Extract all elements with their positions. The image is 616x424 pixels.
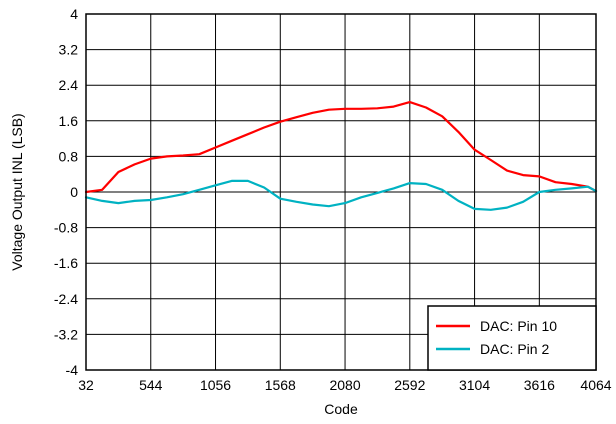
- y-tick-label: -0.8: [54, 220, 78, 236]
- series-layer: [84, 100, 598, 211]
- series-line-2: [84, 179, 598, 211]
- y-tick-label: -4: [66, 362, 79, 378]
- x-tick-label: 3104: [459, 377, 490, 393]
- x-tick-label: 544: [139, 377, 163, 393]
- y-tick-label: -2.4: [54, 291, 78, 307]
- legend-label-1: DAC: Pin 10: [480, 318, 557, 334]
- x-tick-label: 2080: [329, 377, 360, 393]
- y-tick-label: 0: [70, 184, 78, 200]
- x-tick-label: 1056: [200, 377, 231, 393]
- legend: DAC: Pin 10 DAC: Pin 2: [427, 305, 597, 371]
- y-tick-labels: 4 3.2 2.4 1.6 0.8 0 -0.8 -1.6 -2.4 -3.2 -4: [54, 6, 78, 378]
- series-line-1: [84, 100, 598, 194]
- legend-box: [427, 305, 597, 371]
- x-tick-label: 3616: [524, 377, 555, 393]
- x-tick-label: 1568: [265, 377, 296, 393]
- x-tick-label: 32: [78, 377, 94, 393]
- y-tick-label: 2.4: [59, 77, 79, 93]
- x-tick-label: 4064: [580, 377, 611, 393]
- x-tick-label: 2592: [394, 377, 425, 393]
- y-tick-label: 0.8: [59, 148, 79, 164]
- x-axis-label: Code: [324, 401, 358, 417]
- plot-frame: [85, 13, 597, 371]
- y-tick-label: 3.2: [59, 42, 79, 58]
- y-tick-label: -1.6: [54, 255, 78, 271]
- y-tick-label: 1.6: [59, 113, 79, 129]
- x-tick-labels: 32 544 1056 1568 2080 2592 3104 3616 4064: [78, 377, 612, 393]
- legend-label-2: DAC: Pin 2: [480, 341, 549, 357]
- y-tick-label: -3.2: [54, 326, 78, 342]
- y-axis-label: Voltage Output INL (LSB): [9, 113, 25, 270]
- y-tick-label: 4: [70, 6, 78, 22]
